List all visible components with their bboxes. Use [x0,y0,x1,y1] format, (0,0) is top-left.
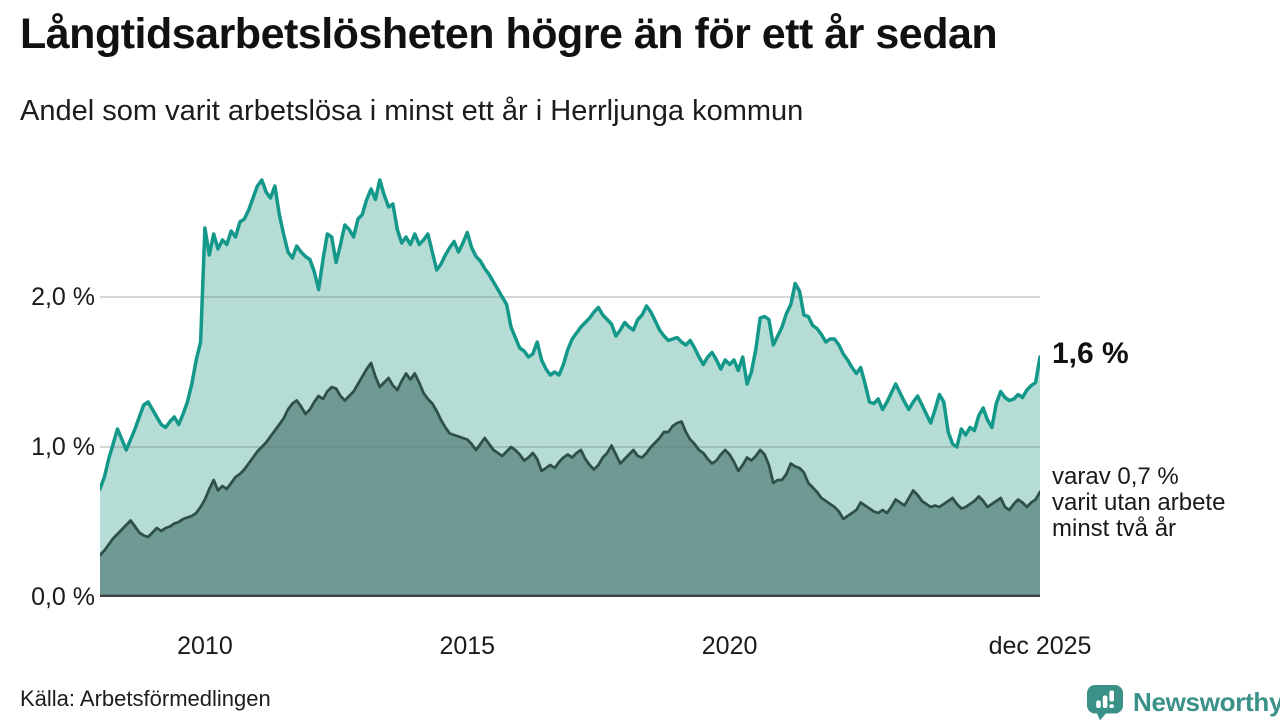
x-axis-tick-2020: 2020 [701,632,758,660]
x-axis-tick-2015: 2015 [439,632,496,660]
chart-subtitle: Andel som varit arbetslösa i minst ett å… [20,95,804,127]
y-axis-tick-2-percent: 2,0 % [31,283,95,311]
x-axis-tick-dec-2025: dec 2025 [988,632,1092,660]
area-unemployed-two-years [100,363,1040,597]
line-unemployed-two-years [100,361,1040,557]
two-year-note-line: minst två år [1052,515,1177,542]
chart-title: Långtidsarbetslösheten högre än för ett … [20,10,998,58]
y-axis-tick-0-percent: 0,0 % [31,583,95,611]
newsworthy-logo-icon [1087,685,1123,720]
line-unemployed-one-year [100,178,1040,491]
newsworthy-logo-text: Newsworthy [1133,687,1280,717]
area-chart [100,178,1040,597]
two-year-note-line: varav 0,7 % [1052,463,1179,490]
two-year-note: varav 0,7 % varit utan arbete minst två … [1052,464,1225,542]
y-axis-tick-1-percent: 1,0 % [31,433,95,461]
x-axis-tick-2010: 2010 [177,632,233,660]
two-year-note-line: varit utan arbete [1052,489,1226,516]
source-credit: Källa: Arbetsförmedlingen [20,686,271,711]
newsworthy-logo: Newsworthy [1086,684,1280,720]
latest-value-label: 1,6 % [1052,337,1129,370]
